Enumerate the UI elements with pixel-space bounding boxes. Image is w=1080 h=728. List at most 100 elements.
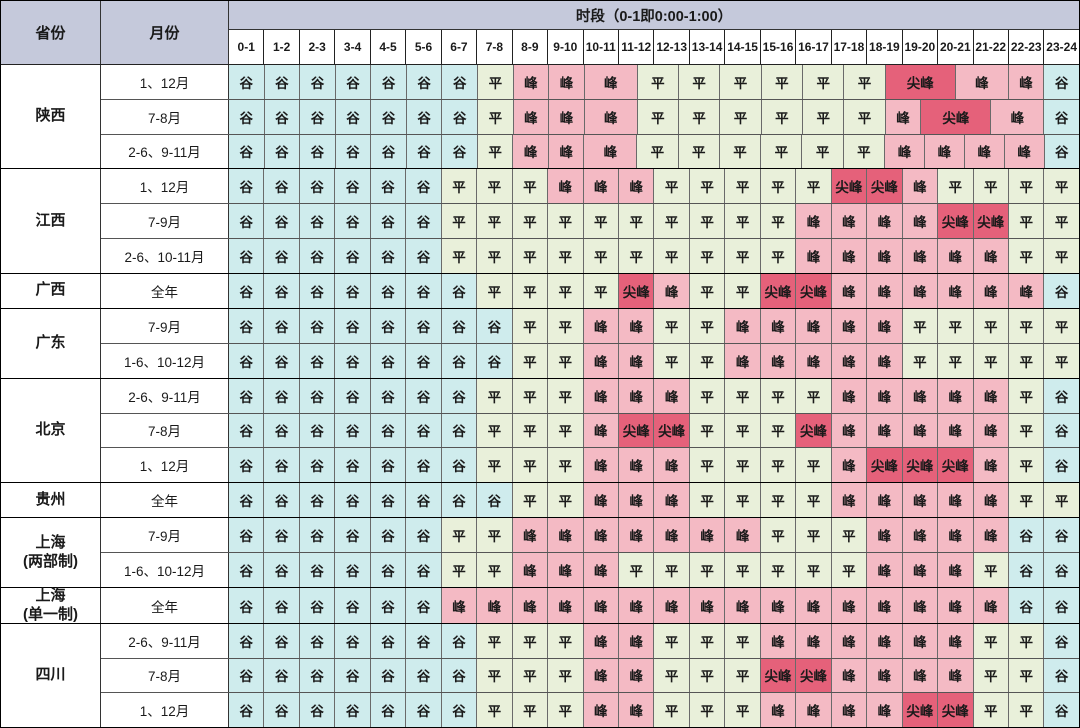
period-cell-flat: 平: [725, 623, 761, 658]
period-cell-valley: 谷: [335, 658, 371, 693]
period-cell-peak: 峰: [867, 204, 903, 238]
period-cell-peak: 峰: [867, 553, 903, 588]
period-cell-peak: 峰: [1008, 65, 1045, 99]
period-cell-valley: 谷: [299, 448, 336, 483]
period-cell-peak: 峰: [831, 623, 868, 658]
period-cell-valley: 谷: [441, 483, 478, 518]
period-cell-valley: 谷: [229, 99, 265, 134]
period-cell-flat: 平: [796, 553, 832, 588]
period-cell-valley: 谷: [1044, 518, 1079, 553]
period-segments: 谷谷谷谷谷谷平平平平平平平平平平峰峰峰峰尖峰 尖峰平平: [229, 204, 1079, 238]
period-cell-flat: 平: [760, 169, 797, 204]
period-cell-peak: 峰: [973, 273, 1009, 308]
period-cell-flat: 平: [760, 413, 797, 448]
period-cell-valley: 谷: [406, 134, 443, 169]
period-cell-peak: 峰: [831, 658, 868, 693]
period-cell-valley: 谷: [441, 448, 478, 483]
period-cell-valley: 谷: [264, 238, 300, 273]
period-cell-peak: 峰: [583, 588, 619, 623]
month-cell: 1、12月: [101, 693, 229, 727]
period-cell-flat: 平: [583, 238, 619, 273]
period-cell-flat: 平: [831, 553, 868, 588]
period-cell-valley: 谷: [370, 448, 407, 483]
period-cell-flat: 平: [1008, 204, 1045, 238]
period-cell-sharp: 尖峰: [885, 65, 956, 99]
period-cell-flat: 平: [583, 273, 619, 308]
period-cell-valley: 谷: [335, 308, 371, 343]
period-cell-valley: 谷: [264, 623, 300, 658]
period-cell-flat: 平: [1008, 693, 1045, 727]
period-cell-flat: 平: [548, 204, 584, 238]
period-cell-flat: 平: [477, 413, 513, 448]
period-cell-peak: 峰: [583, 693, 619, 727]
time-slot-header: 20-21: [938, 30, 974, 64]
province-group: 上海 (两部制) 7-9月谷谷谷谷谷谷平平峰峰峰峰峰峰峰平平平峰峰峰峰谷谷 1-6、…: [1, 518, 1079, 589]
period-cell-valley: 谷: [264, 378, 300, 413]
period-cell-flat: 平: [689, 483, 726, 518]
period-cell-flat: 平: [654, 553, 690, 588]
period-cell-peak: 峰: [831, 588, 868, 623]
period-cell-flat: 平: [1044, 204, 1079, 238]
table-row: 1-6、10-12月谷谷谷谷谷谷平平峰峰峰平平平平平平平峰峰峰平谷谷: [101, 553, 1079, 588]
time-slot-header: 10-11: [584, 30, 619, 64]
time-slot-header: 2-3: [300, 30, 336, 64]
period-cell-peak: 峰: [973, 238, 1009, 273]
period-cell-flat: 平: [548, 343, 584, 378]
period-cell-peak: 峰: [725, 588, 761, 623]
period-cell-flat: 平: [654, 658, 690, 693]
period-cell-peak: 峰: [938, 623, 974, 658]
period-cell-peak: 峰: [902, 483, 939, 518]
period-cell-valley: 谷: [477, 483, 513, 518]
period-cell-flat: 平: [720, 65, 762, 99]
period-cell-peak: 峰: [618, 518, 655, 553]
period-cell-valley: 谷: [335, 169, 371, 204]
period-cell-valley: 谷: [229, 693, 265, 727]
period-cell-peak: 峰: [796, 204, 832, 238]
month-cell: 2-6、9-11月: [101, 134, 229, 169]
period-cell-flat: 平: [760, 553, 797, 588]
period-cell-peak: 峰: [548, 588, 584, 623]
period-cell-valley: 谷: [264, 204, 300, 238]
period-cell-flat: 平: [973, 623, 1009, 658]
period-segments: 谷谷谷谷谷谷谷平平平峰峰峰平平平平峰尖峰 尖峰 尖峰峰平谷: [229, 448, 1079, 483]
period-cell-peak: 峰: [924, 134, 965, 169]
period-cell-valley: 谷: [370, 308, 407, 343]
period-cell-flat: 平: [761, 99, 804, 134]
period-cell-peak: 峰: [689, 588, 726, 623]
period-cell-valley: 谷: [1044, 693, 1079, 727]
period-cell-valley: 谷: [264, 273, 300, 308]
period-cell-valley: 谷: [335, 238, 371, 273]
period-cell-flat: 平: [796, 378, 832, 413]
period-cell-peak: 峰: [831, 308, 868, 343]
period-cell-flat: 平: [843, 134, 886, 169]
period-segments: 谷谷谷谷谷谷谷平峰峰峰平平平平平平峰尖峰峰谷: [229, 99, 1079, 134]
period-cell-valley: 谷: [406, 204, 442, 238]
period-cell-peak: 峰: [618, 483, 655, 518]
table-row: 全年谷谷谷谷谷谷谷平平平平尖峰峰平平尖峰 尖峰峰峰峰峰峰峰谷: [101, 273, 1079, 308]
period-cell-valley: 谷: [442, 134, 478, 169]
period-cell-flat: 平: [1008, 308, 1045, 343]
province-rows: 全年谷谷谷谷谷谷谷谷平平峰峰峰平平平平峰峰峰峰峰平平: [101, 483, 1079, 518]
period-header-title: 时段（0-1即0:00-1:00）: [229, 1, 1079, 30]
period-cell-flat: 平: [725, 238, 761, 273]
period-cell-valley: 谷: [406, 65, 443, 99]
month-cell: 7-8月: [101, 99, 229, 134]
period-cell-peak: 峰: [477, 588, 513, 623]
period-cell-valley: 谷: [299, 623, 336, 658]
time-slot-header: 13-14: [690, 30, 726, 64]
period-cell-flat: 平: [803, 65, 845, 99]
period-cell-sharp: 尖峰: [796, 273, 832, 308]
period-cell-flat: 平: [725, 413, 761, 448]
period-cell-valley: 谷: [371, 134, 407, 169]
period-cell-valley: 谷: [370, 273, 407, 308]
period-cell-valley: 谷: [370, 588, 407, 623]
period-cell-valley: 谷: [335, 204, 371, 238]
period-cell-valley: 谷: [299, 518, 336, 553]
time-slot-header: 17-18: [832, 30, 868, 64]
period-cell-peak: 峰: [584, 99, 638, 134]
period-cell-valley: 谷: [264, 518, 300, 553]
period-cell-sharp: 尖峰: [902, 448, 939, 483]
period-cell-peak: 峰: [902, 378, 939, 413]
period-segments: 谷谷谷谷谷谷谷谷平平峰峰平平峰峰峰峰峰平平平平平: [229, 343, 1079, 378]
period-cell-peak: 峰: [867, 343, 903, 378]
